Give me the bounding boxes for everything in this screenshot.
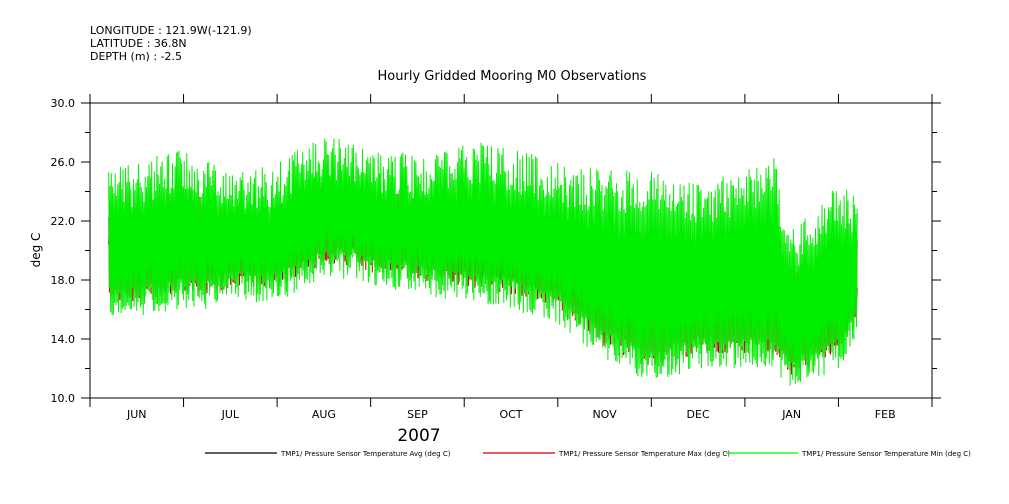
depth-label: DEPTH (m) : -2.5 — [90, 50, 183, 63]
x-axis-label: 2007 — [397, 426, 440, 446]
y-tick-label: 30.0 — [51, 97, 76, 110]
legend-label-avg: TMP1/ Pressure Sensor Temperature Avg (d… — [280, 450, 451, 458]
y-axis-label: deg C — [29, 233, 43, 268]
y-tick-label: 26.0 — [51, 156, 76, 169]
latitude-label: LATITUDE : 36.8N — [90, 37, 187, 50]
legend: TMP1/ Pressure Sensor Temperature Avg (d… — [205, 450, 971, 458]
series-line-min — [108, 138, 858, 386]
x-tick-label: OCT — [499, 408, 522, 421]
plot-area: 10.0 14.0 18.0 22.0 26.0 30.0 JUN JUL AUG SEP OCT N… — [51, 94, 941, 421]
chart-title: Hourly Gridded Mooring M0 Observations — [378, 69, 647, 84]
x-tick-label: FEB — [875, 408, 896, 421]
y-tick-label: 22.0 — [51, 215, 76, 228]
longitude-label: LONGITUDE : 121.9W(-121.9) — [90, 24, 252, 37]
legend-label-min: TMP1/ Pressure Sensor Temperature Min (d… — [801, 450, 971, 458]
x-tick-label: AUG — [312, 408, 336, 421]
x-tick-label: JUN — [126, 408, 147, 421]
x-tick-label: NOV — [592, 408, 617, 421]
y-tick-label: 18.0 — [51, 274, 76, 287]
x-tick-label: DEC — [687, 408, 710, 421]
y-tick-label: 14.0 — [51, 333, 76, 346]
x-tick-label: SEP — [407, 408, 428, 421]
legend-label-max: TMP1/ Pressure Sensor Temperature Max (d… — [558, 450, 730, 458]
x-tick-label: JAN — [781, 408, 801, 421]
x-tick-label: JUL — [221, 408, 240, 421]
y-tick-label: 10.0 — [51, 392, 76, 405]
